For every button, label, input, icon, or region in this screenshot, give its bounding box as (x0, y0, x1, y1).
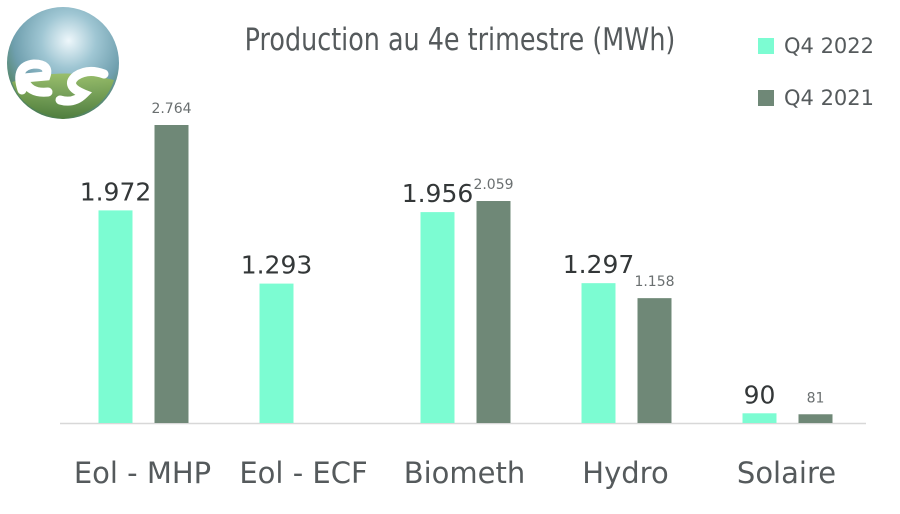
data-label-q4-2021-4: 81 (807, 390, 825, 406)
legend-item-q4-2022: Q4 2022 (758, 26, 874, 66)
logo-letter-e-shape (15, 59, 53, 97)
category-label-3: Hydro (582, 456, 668, 490)
data-label-q4-2021-0: 2.764 (151, 101, 191, 117)
legend-item-q4-2021: Q4 2021 (758, 78, 874, 118)
bar-q4-2022-0 (98, 210, 133, 423)
category-label-0: Eol - MHP (74, 456, 211, 490)
bar-q4-2022-3 (581, 283, 616, 423)
data-label-q4-2021-3: 1.158 (634, 274, 674, 290)
bar-q4-2021-3 (637, 298, 672, 423)
chart-legend: Q4 2022 Q4 2021 (758, 26, 874, 130)
data-label-q4-2022-2: 1.956 (402, 179, 474, 208)
bar-q4-2021-0 (154, 125, 189, 423)
bar-q4-2022-1 (259, 283, 294, 423)
bar-q4-2021-4 (798, 414, 833, 423)
legend-label-q4-2022: Q4 2022 (784, 34, 875, 58)
data-label-q4-2022-1: 1.293 (241, 251, 313, 280)
bar-q4-2022-4 (742, 413, 777, 423)
logo-letter-s-shape (55, 66, 109, 106)
bar-q4-2021-2 (476, 201, 511, 423)
legend-label-q4-2021: Q4 2021 (784, 86, 875, 110)
legend-swatch-q4-2021 (758, 90, 774, 106)
category-label-1: Eol - ECF (239, 456, 367, 490)
category-label-2: Biometh (404, 456, 526, 490)
data-label-q4-2022-0: 1.972 (80, 177, 152, 206)
bar-q4-2022-2 (420, 212, 455, 423)
category-label-4: Solaire (737, 456, 836, 490)
chart-title: Production au 4e trimestre (MWh) (244, 22, 676, 58)
data-label-q4-2022-4: 90 (744, 380, 776, 409)
data-label-q4-2021-2: 2.059 (473, 177, 513, 193)
company-logo (7, 7, 119, 119)
legend-swatch-q4-2022 (758, 38, 774, 54)
data-label-q4-2022-3: 1.297 (563, 250, 635, 279)
